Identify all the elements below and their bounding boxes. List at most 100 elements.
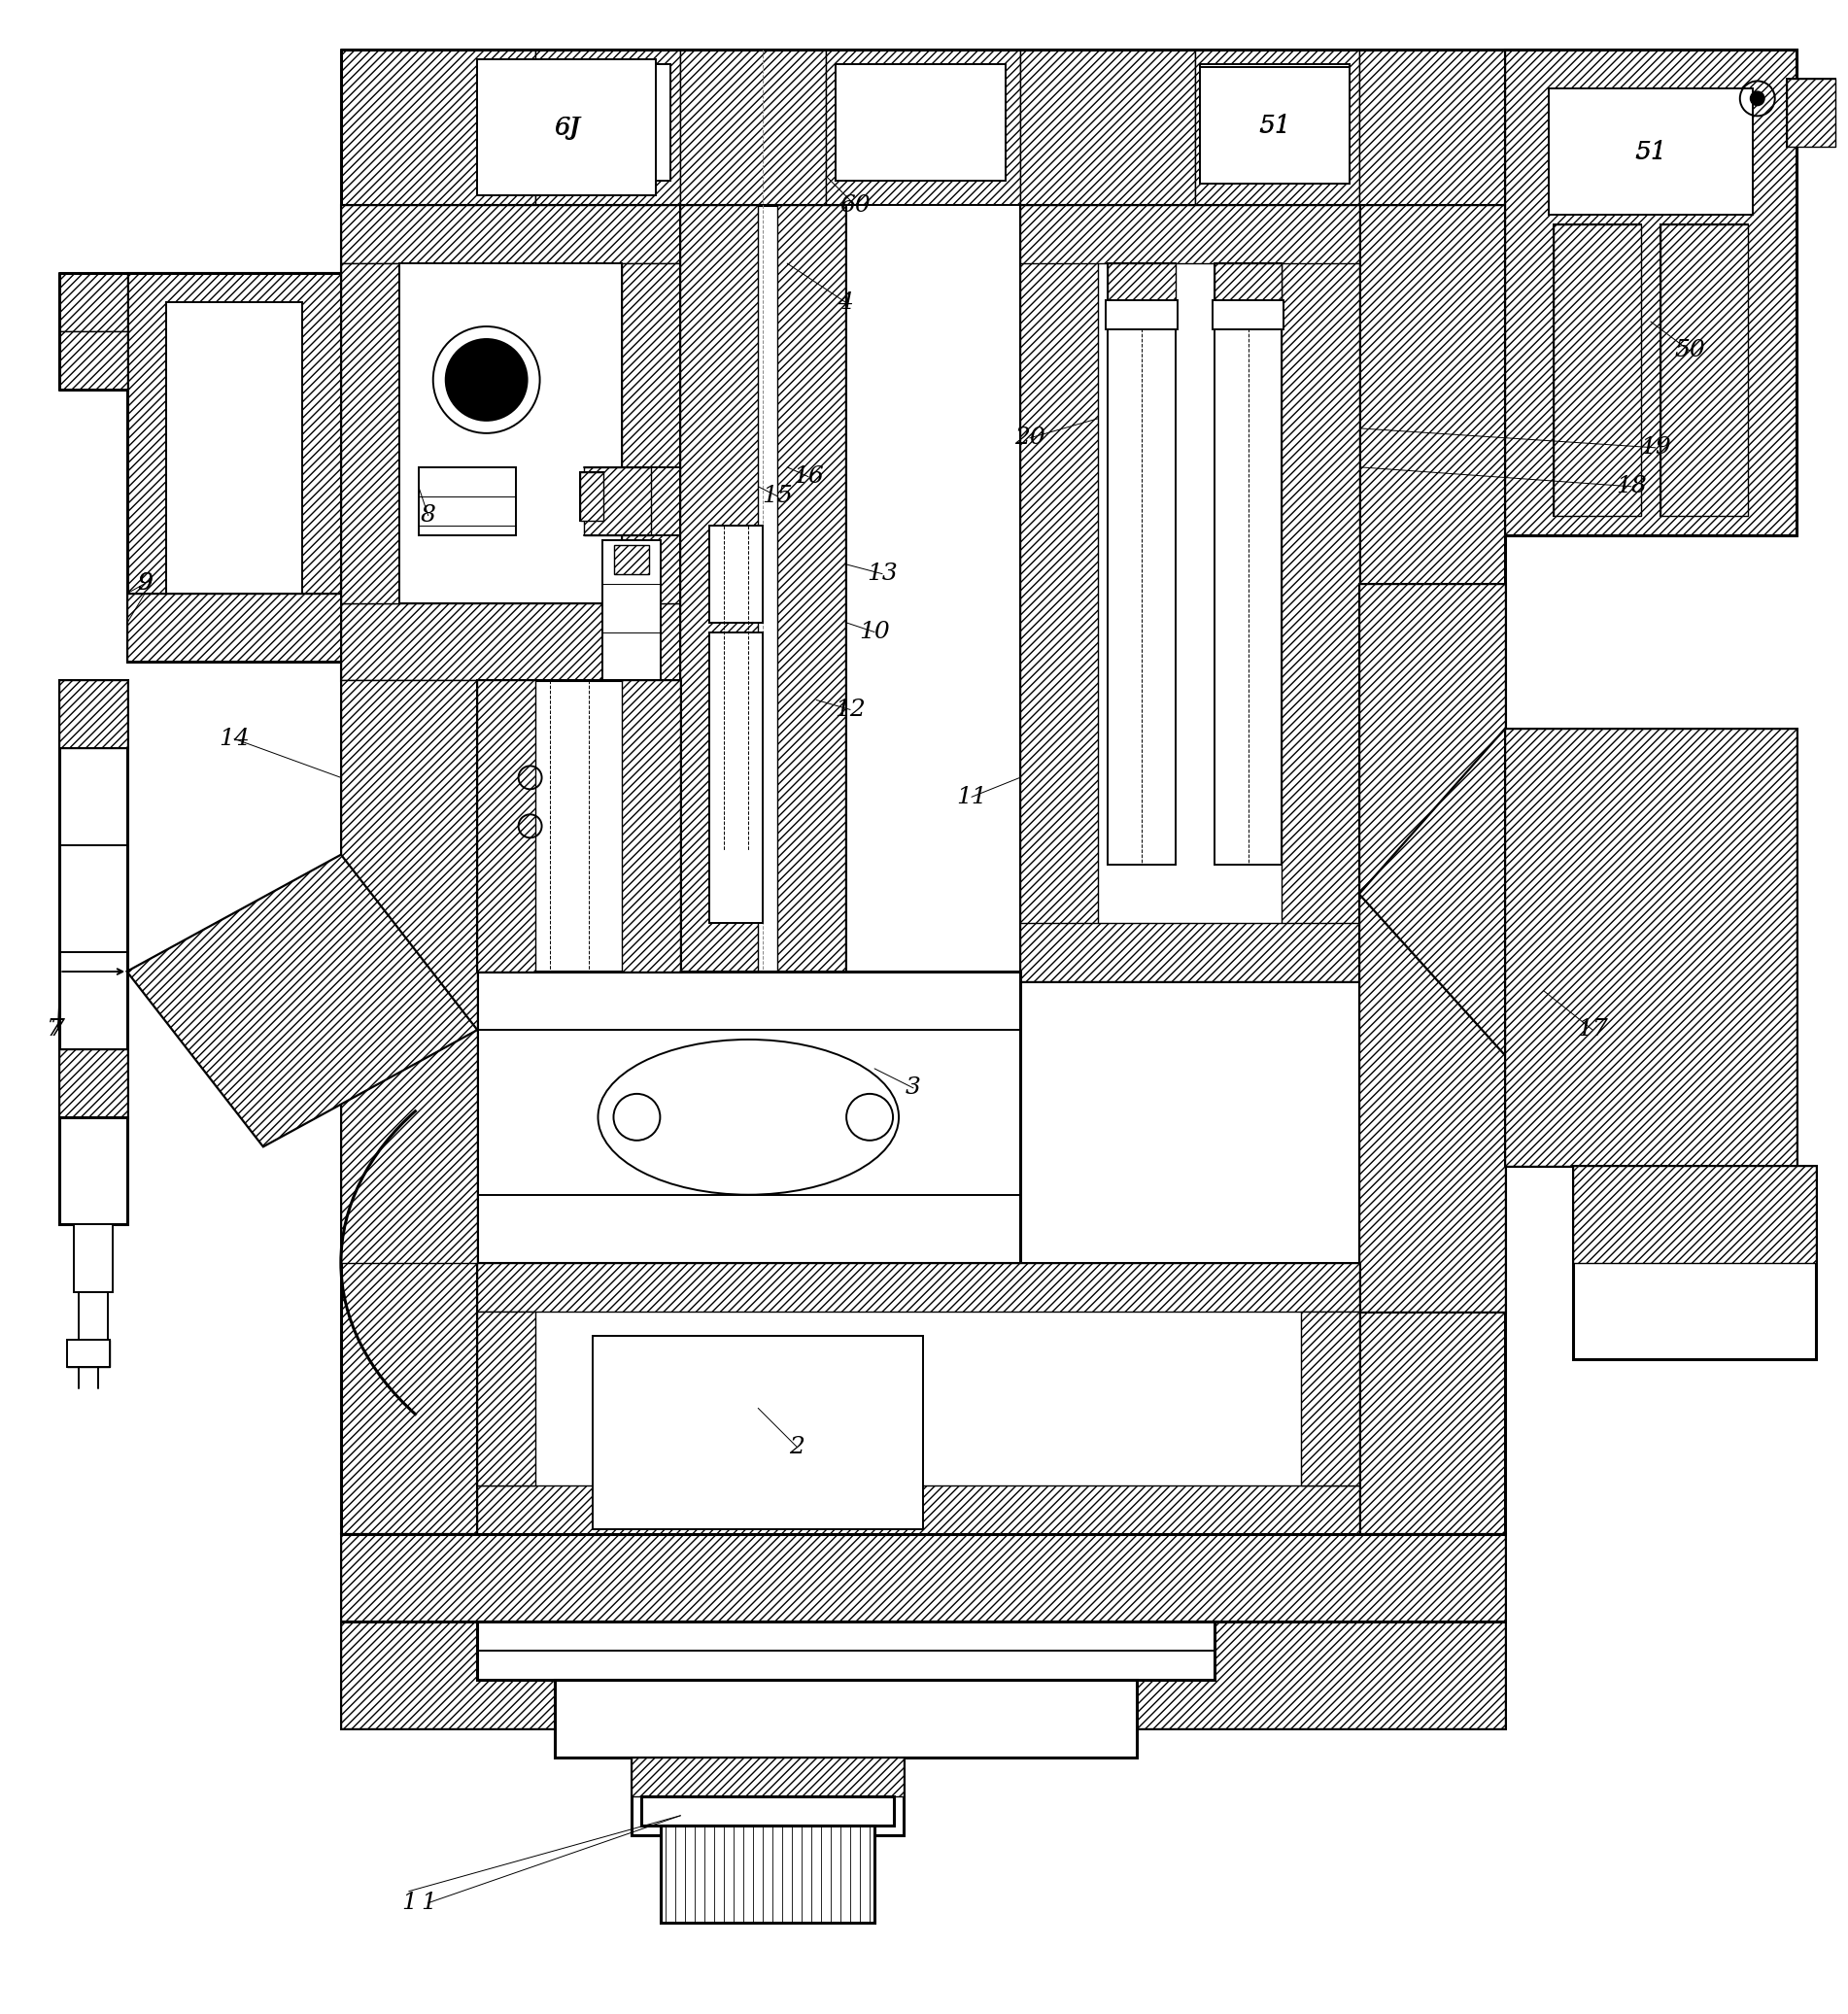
Bar <box>1020 922 1360 981</box>
Circle shape <box>1750 93 1765 105</box>
Text: 8: 8 <box>421 504 436 528</box>
Bar <box>1301 1311 1360 1486</box>
Bar <box>477 1311 534 1486</box>
Bar <box>340 264 399 602</box>
Bar <box>615 544 649 574</box>
Bar <box>1020 205 1098 981</box>
Bar <box>477 205 1360 1535</box>
Bar <box>1212 300 1284 330</box>
Polygon shape <box>128 274 340 661</box>
Bar <box>59 332 128 389</box>
Bar <box>477 1486 1360 1535</box>
Bar <box>1360 584 1504 1311</box>
Bar <box>1020 205 1360 981</box>
Bar <box>1020 50 1194 205</box>
Bar <box>340 205 680 681</box>
Bar <box>584 467 650 536</box>
Bar <box>1107 264 1175 302</box>
Text: 16: 16 <box>793 465 824 487</box>
Bar <box>540 64 671 181</box>
Bar <box>1283 205 1360 981</box>
Text: 19: 19 <box>1639 437 1671 459</box>
Bar <box>710 632 763 922</box>
Bar <box>1360 50 1504 205</box>
Bar <box>623 264 680 602</box>
Bar <box>1549 89 1752 215</box>
Bar <box>67 1339 111 1368</box>
Text: 6J: 6J <box>554 117 580 139</box>
Bar <box>1214 264 1283 864</box>
Bar <box>340 1535 1504 1611</box>
Bar <box>632 1758 904 1796</box>
Bar <box>477 681 680 971</box>
Text: 9: 9 <box>137 572 153 594</box>
Bar <box>59 1049 128 1118</box>
Bar <box>778 205 845 1535</box>
Bar <box>1787 79 1835 147</box>
Bar <box>826 50 1020 205</box>
Bar <box>128 274 340 661</box>
Bar <box>477 1263 1360 1311</box>
Bar <box>1194 50 1360 205</box>
Bar <box>1360 205 1504 1535</box>
Bar <box>602 540 662 850</box>
Text: 11: 11 <box>955 785 987 808</box>
Text: 1: 1 <box>421 1891 436 1913</box>
Text: 7: 7 <box>50 1019 65 1041</box>
Bar <box>632 1758 904 1835</box>
Bar <box>680 205 845 1535</box>
Bar <box>580 471 604 520</box>
Bar <box>477 1263 1360 1535</box>
Circle shape <box>445 338 527 421</box>
Text: 10: 10 <box>859 620 891 642</box>
Polygon shape <box>1360 729 1698 1098</box>
Bar <box>128 274 340 661</box>
Bar <box>580 471 604 520</box>
Bar <box>662 1825 874 1921</box>
Bar <box>1020 922 1360 981</box>
Text: 51: 51 <box>1260 115 1290 137</box>
Polygon shape <box>1360 729 1698 1098</box>
Bar <box>1107 264 1175 864</box>
Text: 51: 51 <box>1258 113 1292 137</box>
Bar <box>1504 729 1796 1166</box>
Text: 6J: 6J <box>554 115 580 139</box>
Bar <box>418 467 516 536</box>
Bar <box>340 50 534 205</box>
Bar <box>1020 205 1360 264</box>
Bar <box>1214 264 1283 302</box>
Text: 17: 17 <box>1576 1019 1608 1041</box>
Bar <box>1554 226 1641 516</box>
Bar <box>1660 226 1748 516</box>
Bar <box>477 971 1020 1263</box>
Bar <box>340 205 477 1535</box>
Bar <box>593 1335 922 1529</box>
Bar <box>340 1535 1504 1728</box>
Text: 60: 60 <box>839 193 870 215</box>
Bar <box>1020 205 1098 981</box>
Bar <box>554 1680 1137 1758</box>
Bar <box>1105 300 1177 330</box>
Text: 51: 51 <box>1635 141 1667 163</box>
Bar <box>1504 50 1796 536</box>
Bar <box>340 602 680 681</box>
Bar <box>778 205 845 1535</box>
Bar <box>59 274 128 332</box>
Bar <box>1504 729 1796 1166</box>
Bar <box>623 681 680 971</box>
Text: 18: 18 <box>1615 475 1647 497</box>
Text: 13: 13 <box>867 562 898 584</box>
Bar <box>835 64 1005 181</box>
Bar <box>1199 66 1349 183</box>
Text: 3: 3 <box>906 1077 920 1100</box>
Bar <box>477 60 656 195</box>
Text: 15: 15 <box>761 485 793 508</box>
Bar <box>1199 64 1349 181</box>
Text: 50: 50 <box>1674 340 1706 363</box>
Polygon shape <box>1504 729 1796 1166</box>
Polygon shape <box>128 856 477 1146</box>
Polygon shape <box>67 1339 111 1368</box>
Text: 1: 1 <box>401 1891 416 1913</box>
Bar <box>680 205 758 1535</box>
Bar <box>128 594 340 661</box>
